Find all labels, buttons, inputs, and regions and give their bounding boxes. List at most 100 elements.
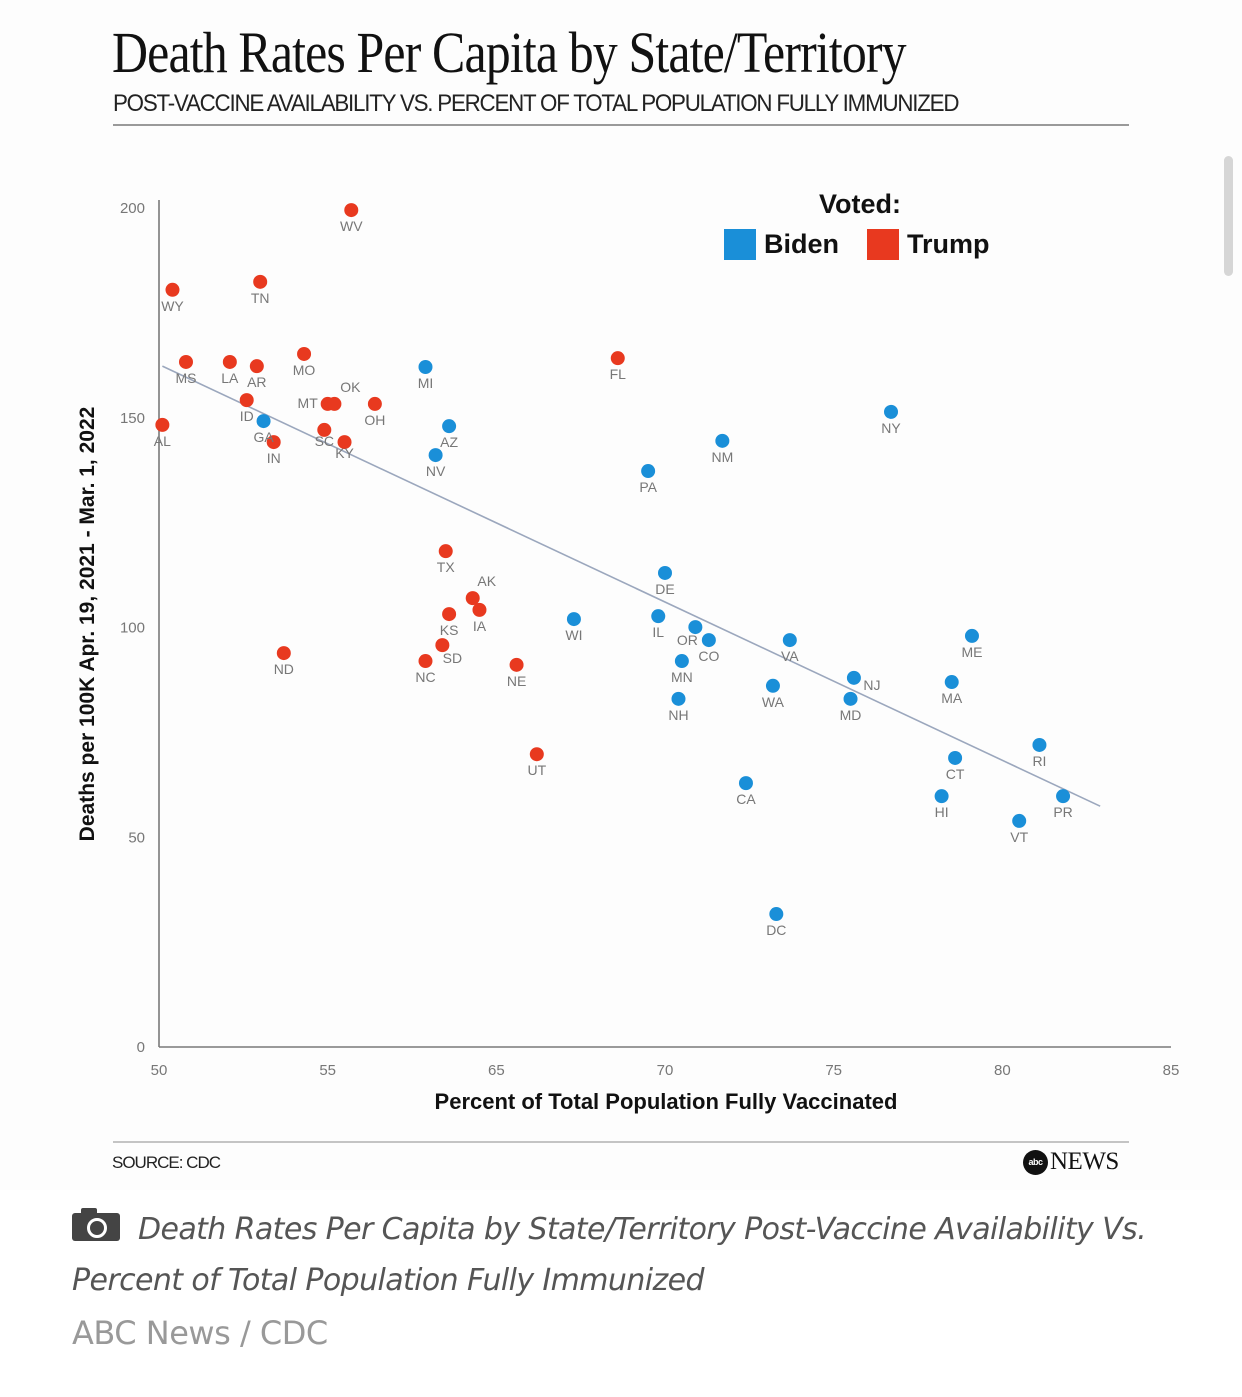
y-axis-label: Deaths per 100K Apr. 19, 2021 - Mar. 1, … — [76, 407, 99, 842]
point-label: IN — [267, 450, 281, 466]
point-label: AR — [247, 374, 266, 390]
trend-line — [162, 365, 1101, 807]
data-point-md — [843, 691, 858, 706]
point-label: MO — [293, 362, 316, 378]
point-label: CO — [698, 648, 719, 664]
point-label: CA — [736, 791, 756, 807]
data-point-me — [964, 628, 979, 643]
data-point-vt — [1012, 813, 1027, 828]
data-point-or — [688, 620, 703, 635]
point-label: MN — [671, 669, 693, 685]
data-point-ga — [256, 414, 271, 429]
point-label: AZ — [440, 434, 458, 450]
point-label: OK — [340, 379, 361, 395]
y-tick-label: 200 — [120, 200, 145, 217]
point-label: CT — [946, 766, 965, 782]
point-label: IA — [473, 618, 487, 634]
point-label: TX — [437, 559, 456, 575]
point-label: MD — [840, 707, 862, 723]
point-label: SD — [443, 650, 462, 666]
point-label: MA — [941, 690, 963, 706]
data-point-sc — [317, 422, 332, 437]
data-point-fl — [610, 351, 625, 366]
data-point-in — [266, 435, 281, 450]
legend: Voted: Biden Trump — [724, 189, 990, 260]
point-label: OR — [677, 632, 698, 648]
x-tick-label: 85 — [1163, 1062, 1180, 1079]
point-label: SC — [315, 433, 334, 449]
data-point-nv — [428, 448, 443, 463]
data-point-id — [239, 393, 254, 408]
legend-label-biden: Biden — [764, 229, 839, 259]
data-point-ca — [738, 776, 753, 791]
data-point-ut — [529, 747, 544, 762]
point-label: MT — [298, 395, 319, 411]
data-point-mi — [418, 359, 433, 374]
legend-label-trump: Trump — [907, 229, 990, 259]
data-point-de — [658, 565, 672, 580]
point-label: HI — [935, 804, 949, 820]
data-point-hi — [934, 789, 949, 804]
point-label: AK — [477, 573, 496, 589]
abc-logo-text: NEWS — [1050, 1148, 1119, 1175]
point-label: NY — [881, 420, 901, 436]
chart-title: Death Rates Per Capita by State/Territor… — [112, 20, 907, 85]
data-point-ms — [178, 354, 193, 369]
x-tick-label: 65 — [488, 1062, 505, 1079]
data-point-wv — [344, 203, 359, 218]
point-label: MS — [175, 370, 196, 386]
x-tick-label: 55 — [319, 1062, 336, 1079]
data-point-ar — [249, 359, 264, 374]
abc-logo-mark: abc — [1023, 1149, 1048, 1175]
point-label: IL — [652, 624, 664, 640]
data-point-mo — [297, 346, 312, 361]
point-label: ME — [961, 644, 982, 660]
point-label: ND — [274, 661, 294, 677]
axes: 0 50 100 150 200 50 55 65 70 75 80 85 — [120, 200, 1179, 1079]
data-point-az — [442, 419, 457, 434]
legend-swatch-trump — [867, 229, 899, 260]
data-point-il — [651, 609, 666, 624]
data-point-ma — [944, 675, 959, 690]
data-point-oh — [367, 396, 382, 411]
point-label: WI — [565, 627, 582, 643]
point-label: VT — [1010, 829, 1028, 845]
data-point-co — [701, 633, 716, 648]
point-label: ID — [240, 408, 254, 424]
data-point-wa — [765, 678, 780, 693]
point-label: TN — [251, 290, 270, 306]
point-label: NV — [426, 463, 446, 479]
data-point-ny — [884, 404, 899, 419]
data-point-nc — [418, 654, 433, 669]
data-point-nh — [671, 691, 686, 706]
legend-swatch-biden — [724, 229, 756, 260]
point-label: AL — [154, 433, 171, 449]
data-point-la — [222, 354, 237, 369]
point-label: VA — [781, 648, 799, 664]
x-tick-label: 70 — [657, 1062, 674, 1079]
data-point-pa — [641, 464, 656, 479]
point-label: KY — [335, 445, 354, 461]
point-label: FL — [610, 366, 627, 382]
point-label: PR — [1053, 804, 1072, 820]
image-credit: ABC News / CDC — [72, 1314, 328, 1352]
x-tick-label: 50 — [151, 1062, 168, 1079]
point-label: LA — [221, 370, 239, 386]
point-label: NH — [668, 707, 688, 723]
point-label: NJ — [863, 677, 880, 693]
y-tick-label: 100 — [120, 620, 145, 637]
scrollbar[interactable] — [1224, 156, 1233, 276]
data-point-ok — [327, 396, 342, 411]
data-point-dc — [769, 907, 784, 922]
point-label: WY — [161, 298, 184, 314]
data-point-nj — [846, 670, 861, 685]
point-label: NM — [711, 449, 733, 465]
point-label: RI — [1032, 753, 1046, 769]
data-point-wy — [165, 282, 180, 297]
data-point-pr — [1056, 789, 1071, 804]
data-point-ks — [442, 607, 457, 622]
data-point-wi — [566, 612, 581, 627]
point-label: KS — [440, 622, 459, 638]
point-label: OH — [364, 412, 385, 428]
y-tick-label: 0 — [137, 1039, 145, 1056]
